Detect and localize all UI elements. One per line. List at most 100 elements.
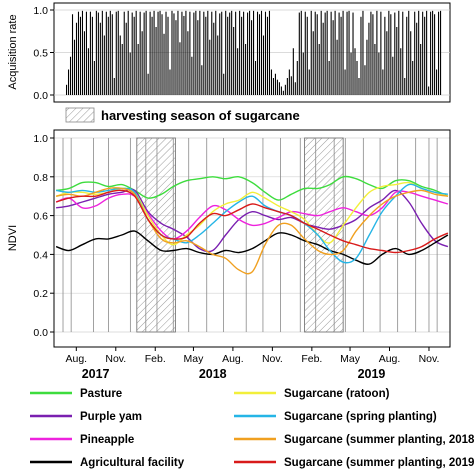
acquisition-bar [117,10,119,96]
acquisition-bar [432,10,434,96]
year-label: 2018 [199,367,227,381]
acquisition-bar [362,10,364,96]
acquisition-bar [412,61,414,95]
acquisition-bar [262,35,265,95]
acquisition-bar [324,12,326,95]
harvest-season-key: harvesting season of sugarcane [65,107,300,123]
acquisition-bar [320,10,322,96]
acquisition-bar [376,10,378,96]
acquisition-bar [155,27,157,95]
legend-label-sugarcane-summer-planting-2019: Sugarcane (summer planting, 2019) [284,457,474,469]
year-label: 2017 [82,367,110,381]
ndvi-x-tick-label: Aug. [222,353,244,365]
acquisition-bar [418,10,420,96]
acquisition-bar [89,11,91,96]
acquisition-bar [131,12,133,95]
acquisition-bar [91,16,93,95]
ndvi-x-tick-label: May [184,353,205,365]
acquisition-bar [352,12,354,95]
acquisition-bar [294,82,296,95]
ndvi-x-tick-label: Nov. [105,353,126,365]
acquisition-bar [438,11,440,96]
acquisition-bar [111,14,113,95]
ndvi-x-tick-label: Feb. [145,353,166,365]
acquisition-bar [440,10,442,96]
ndvi-x-tick-label: Aug. [66,353,88,365]
legend-label-purple-yam: Purple yam [80,411,142,423]
acquisition-bar [424,16,426,95]
ndvi-x-tick-label: May [340,353,361,365]
acquisition-bar [264,11,267,96]
acquisition-bar [213,22,215,95]
acquisition-bar [388,10,390,96]
acquisition-bar [286,78,288,95]
acquisition-bar [280,86,282,95]
acquisition-bar [197,20,199,96]
acquisition-bar [169,69,171,95]
ndvi-y-tick-label: 0.2 [33,288,48,300]
acquisition-bar [71,14,74,95]
acquisition-bar [282,90,284,95]
acquisition-bar [380,11,382,96]
series-line-purple-yam [56,188,449,253]
acquisition-bar [215,10,217,96]
acquisition-bar [422,11,424,96]
acquisition-bar [85,11,87,96]
acquisition-bar [270,69,272,95]
acquisition-bar [372,14,374,95]
harvest-hatch-swatch [65,107,95,123]
acquisition-bar [328,61,330,95]
acquisition-bar [231,10,233,96]
legend: Pasture Sugarcane (ratoon) Purple yam Sugar… [30,388,474,469]
acquisition-bar [276,79,278,95]
acquisition-bar [318,44,320,95]
acquisition-bar [149,11,151,96]
acquisition-bar [209,39,211,95]
acquisition-bar [193,12,195,95]
acquisition-bar [278,82,280,95]
ndvi-x-tick-label: Aug. [379,353,401,365]
acquisition-bar [322,22,324,95]
acquisition-bar [410,31,412,95]
acquisition-bar [141,31,143,95]
acquisition-bar [157,11,159,96]
ndvi-y-tick-label: 0.0 [33,327,48,339]
acquisition-bar [223,73,225,95]
acquisition-bar [330,11,332,96]
acquisition-bar [83,31,85,95]
acquisition-bar [243,11,245,96]
acquisition-bar [67,69,70,95]
acquisition-bar [390,14,392,95]
acquisition-bar [342,10,344,96]
acquisition-bar [384,16,386,95]
acquisition-bar [356,61,358,95]
acquisition-bar [406,16,408,95]
acquisition-bar [66,84,68,95]
ndvi-x-tick-label: Feb. [301,353,322,365]
acquisition-bar [398,10,400,96]
acquisition-bar [370,11,372,96]
acquisition-bar [304,11,306,96]
acquisition-bar [260,10,263,96]
acquisition-bar [145,10,147,96]
acquisition-bar [225,10,227,96]
acquisition-bar [195,10,197,96]
acquisition-bar [103,35,105,95]
acquisition-bar [189,11,191,96]
acquisition-bar [340,16,342,95]
ndvi-panel: 0.0 0.2 0.4 0.6 0.8 1.0 Aug. Nov. Feb. May Aug. No… [7,129,451,381]
acquisition-bar [272,78,274,95]
acquisition-bar [308,69,310,95]
acquisition-bar [165,11,167,96]
acquisition-y-tick-label: 1.0 [33,5,48,17]
acquisition-bar [428,86,430,95]
series-line-pasture [56,175,449,201]
acquisition-bar [151,16,153,95]
acquisition-bar [101,10,103,96]
acquisition-bar [253,10,255,96]
acquisition-bar [430,11,432,96]
year-labels: 2017 2018 2019 [82,367,386,381]
acquisition-bar [97,12,99,95]
acquisition-bar [382,69,384,95]
acquisition-bar [239,10,241,96]
